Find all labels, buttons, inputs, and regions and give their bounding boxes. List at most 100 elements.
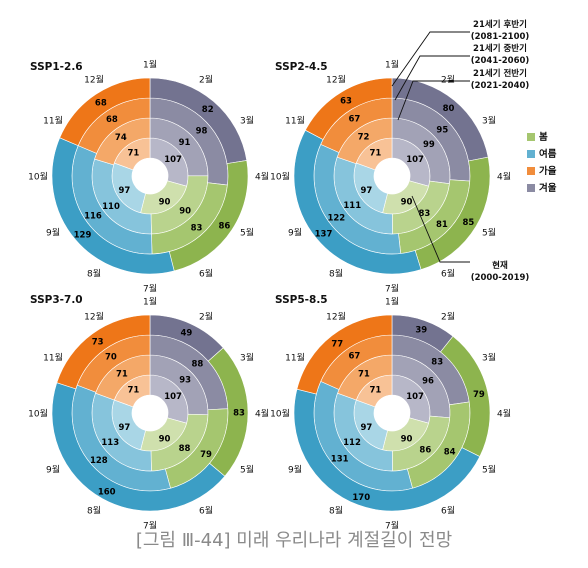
autumn-ring-3-segment <box>296 314 393 395</box>
month-tick-label: 6월 <box>441 267 455 279</box>
month-tick-label: 3월 <box>240 352 254 364</box>
month-tick-label: 5월 <box>240 227 254 239</box>
annotation-leader-line <box>391 31 470 87</box>
month-tick-label: 4월 <box>497 171 511 183</box>
month-tick-label: 2월 <box>441 74 455 86</box>
summer-ring-2-value-label: 116 <box>84 211 102 221</box>
month-tick-label: 8월 <box>329 504 343 516</box>
month-tick-label: 12월 <box>84 74 104 86</box>
winter-ring-3-value-label: 39 <box>415 325 427 335</box>
annotation-leader-line <box>411 195 470 263</box>
figure-caption: [그림 Ⅲ-44] 미래 우리나라 계절길이 전망 <box>135 530 453 551</box>
summer-ring-3-value-label: 160 <box>98 487 116 497</box>
legend-swatch-winter <box>527 184 535 192</box>
autumn-ring-2-value-label: 67 <box>348 352 360 362</box>
legend-swatch-summer <box>527 150 535 158</box>
legend-label-summer: 여름 <box>539 148 557 160</box>
spring-ring-1-value-label: 90 <box>179 207 191 217</box>
season-donut-chart: 107 90 97 71 99 83 111 72 95 81 122 67 80 85 137 63 1월 2월… <box>270 59 511 295</box>
summer-ring-1-value-label: 113 <box>101 438 119 448</box>
summer-ring-0-value-label: 97 <box>360 186 372 196</box>
legend-label-spring: 봄 <box>539 132 548 143</box>
month-tick-label: 12월 <box>326 74 346 86</box>
autumn-ring-3-segment <box>304 77 393 140</box>
month-tick-label: 8월 <box>329 267 343 279</box>
annotation-period-name: 21세기 전반기 <box>473 68 527 79</box>
autumn-ring-3-segment <box>59 77 151 147</box>
season-donut-chart: 107 90 97 71 91 90 110 74 98 83 116 68 82 86 129 68 1월 2월… <box>28 59 269 295</box>
month-tick-label: 9월 <box>46 464 60 476</box>
month-tick-label: 7월 <box>143 283 157 295</box>
annotation-period-name: 21세기 후반기 <box>473 19 527 30</box>
annotation-leader-line <box>394 55 470 101</box>
legend-swatch-autumn <box>527 167 535 175</box>
spring-ring-2-value-label: 81 <box>436 220 448 230</box>
autumn-ring-1-value-label: 74 <box>115 133 127 143</box>
month-tick-label: 6월 <box>199 504 213 516</box>
month-tick-label: 2월 <box>199 74 213 86</box>
winter-ring-0-value-label: 107 <box>406 155 424 165</box>
spring-ring-1-value-label: 83 <box>418 209 430 219</box>
winter-ring-3-value-label: 82 <box>202 105 214 115</box>
winter-ring-0-value-label: 107 <box>164 155 182 165</box>
annotation-period-years: (2000-2019) <box>471 273 530 283</box>
spring-ring-2-value-label: 79 <box>200 450 212 460</box>
month-tick-label: 5월 <box>482 464 496 476</box>
month-tick-label: 11월 <box>285 115 305 127</box>
winter-ring-1-value-label: 93 <box>179 375 191 385</box>
autumn-ring-2-value-label: 67 <box>348 115 360 125</box>
month-tick-label: 3월 <box>482 115 496 127</box>
autumn-ring-3-value-label: 68 <box>95 98 107 108</box>
winter-ring-2-value-label: 88 <box>191 359 203 369</box>
annotation-leader-line <box>397 80 470 121</box>
winter-ring-0-value-label: 107 <box>406 392 424 402</box>
season-donut-chart: 107 90 97 71 96 86 112 71 83 84 131 67 39 79 170 77 1월 2월… <box>270 294 511 532</box>
month-tick-label: 4월 <box>255 171 269 183</box>
spring-ring-2-value-label: 83 <box>191 223 203 233</box>
month-tick-label: 3월 <box>482 352 496 364</box>
autumn-ring-0-value-label: 71 <box>127 149 139 159</box>
donut-center-hole <box>132 158 168 194</box>
autumn-ring-0-value-label: 71 <box>369 149 381 159</box>
summer-ring-1-value-label: 111 <box>343 201 361 211</box>
annotation-period-name: 21세기 중반기 <box>473 43 527 54</box>
month-tick-label: 11월 <box>285 352 305 364</box>
summer-ring-3-value-label: 129 <box>74 231 92 241</box>
month-tick-label: 4월 <box>255 408 269 420</box>
spring-ring-0-value-label: 90 <box>401 198 413 208</box>
summer-ring-0-value-label: 97 <box>360 423 372 433</box>
summer-ring-1-value-label: 112 <box>343 438 361 448</box>
period-annotations: 21세기 후반기 (2081-2100)21세기 중반기 (2041-2060) 21… <box>391 19 530 283</box>
autumn-ring-1-value-label: 71 <box>116 369 128 379</box>
donut-center-hole <box>374 158 410 194</box>
month-tick-label: 7월 <box>143 520 157 532</box>
winter-ring-3-value-label: 80 <box>443 104 455 114</box>
month-tick-label: 4월 <box>497 408 511 420</box>
autumn-ring-1-value-label: 71 <box>358 369 370 379</box>
month-tick-label: 11월 <box>43 115 63 127</box>
chart-title: SSP5-8.5 <box>275 294 328 306</box>
month-tick-label: 7월 <box>385 283 399 295</box>
month-tick-label: 7월 <box>385 520 399 532</box>
month-tick-label: 2월 <box>199 311 213 323</box>
autumn-ring-3-segment <box>56 314 151 390</box>
donut-center-hole <box>132 395 168 431</box>
month-tick-label: 1월 <box>143 296 157 308</box>
month-tick-label: 10월 <box>28 408 48 420</box>
summer-ring-3-value-label: 137 <box>315 229 333 239</box>
spring-ring-3-value-label: 86 <box>218 221 230 231</box>
month-tick-label: 11월 <box>43 352 63 364</box>
legend-label-winter: 겨울 <box>539 182 557 194</box>
summer-ring-2-value-label: 122 <box>327 213 345 223</box>
month-tick-label: 5월 <box>240 464 254 476</box>
spring-ring-3-value-label: 83 <box>233 408 245 418</box>
autumn-ring-3-value-label: 77 <box>331 339 343 349</box>
chart-title: SSP2-4.5 <box>275 61 328 73</box>
winter-ring-2-value-label: 98 <box>196 127 208 137</box>
winter-ring-2-value-label: 95 <box>436 125 448 135</box>
month-tick-label: 6월 <box>441 504 455 516</box>
month-tick-label: 5월 <box>482 227 496 239</box>
autumn-ring-3-value-label: 63 <box>340 96 352 106</box>
autumn-ring-1-value-label: 72 <box>358 133 370 143</box>
annotation-period-years: (2041-2060) <box>471 56 530 66</box>
